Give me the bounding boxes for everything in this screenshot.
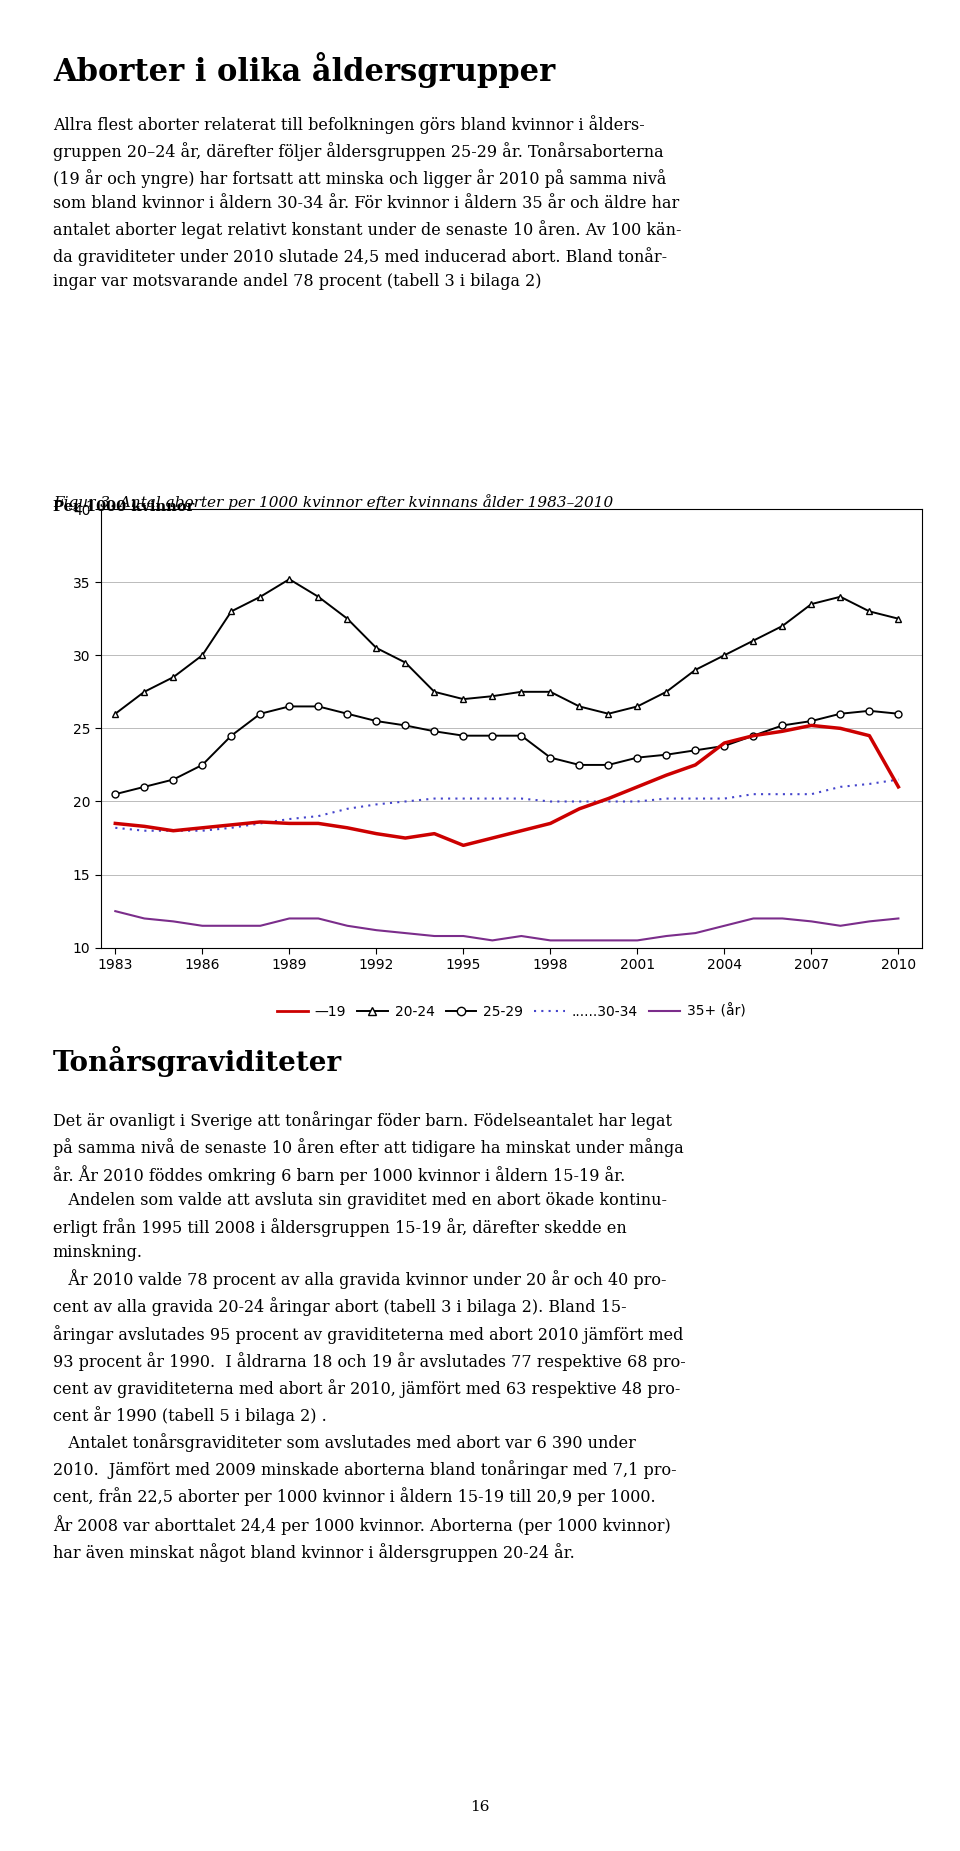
Legend: —19, 20-24, 25-29, ......30-34, 35+ (år): —19, 20-24, 25-29, ......30-34, 35+ (år) [272, 998, 751, 1024]
Text: Per 1000 kvinnor: Per 1000 kvinnor [53, 500, 194, 515]
Text: Figur 3. Antal aborter per 1000 kvinnor efter kvinnans ålder 1983–2010: Figur 3. Antal aborter per 1000 kvinnor … [53, 494, 613, 511]
Text: 16: 16 [470, 1799, 490, 1814]
Text: Tonårsgraviditeter: Tonårsgraviditeter [53, 1046, 342, 1077]
Text: Allra flest aborter relaterat till befolkningen görs bland kvinnor i ålders-
gru: Allra flest aborter relaterat till befol… [53, 115, 682, 291]
Text: Det är ovanligt i Sverige att tonåringar föder barn. Födelseantalet har legat
på: Det är ovanligt i Sverige att tonåringar… [53, 1111, 685, 1562]
Text: Aborter i olika åldersgrupper: Aborter i olika åldersgrupper [53, 52, 555, 87]
